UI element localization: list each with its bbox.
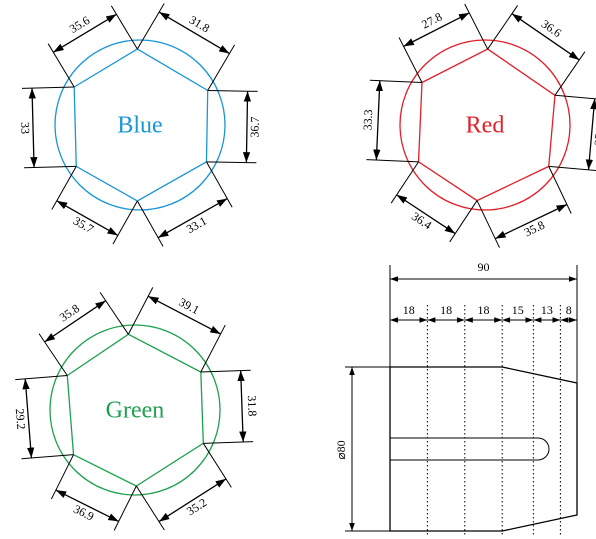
dimension-label: ⌀80 [334, 440, 348, 459]
extension-line [449, 200, 478, 243]
dimension-label: 18 [440, 303, 452, 317]
dimension-line [373, 80, 384, 161]
extension-line [47, 43, 75, 88]
extension-line [21, 86, 75, 89]
extension-line [15, 374, 68, 381]
figure-label: Green [106, 398, 165, 424]
extension-line [207, 44, 235, 91]
dimension-line [396, 194, 456, 235]
extension-line [554, 51, 586, 96]
dimension-label: 31.8 [187, 13, 212, 36]
dimension-label: 35.8 [57, 301, 82, 324]
dimension-line [52, 13, 117, 53]
extension-line [113, 485, 137, 531]
figure-label: Red [466, 113, 505, 139]
dimension-line [44, 300, 107, 343]
extension-line [136, 3, 165, 50]
dimension-label: 13 [541, 303, 553, 317]
dimension-line [511, 13, 580, 61]
dimension-label: 35.7 [71, 214, 96, 237]
dimension-label: 36.7 [248, 116, 262, 137]
extension-line [200, 324, 226, 373]
extension-line [24, 165, 77, 169]
dimension-label: 29.2 [13, 408, 29, 430]
extension-line [366, 159, 419, 163]
extension-line [99, 292, 129, 335]
extension-line [206, 161, 257, 164]
extension-line [206, 161, 233, 208]
extension-line [464, 3, 489, 50]
extension-line [207, 89, 258, 92]
figure-label: Blue [117, 113, 162, 139]
extension-line [487, 5, 519, 50]
dimension-label: 36.4 [409, 209, 434, 232]
extension-line [112, 200, 138, 245]
dimension-line [494, 203, 568, 240]
extension-line [202, 443, 232, 488]
extension-line [127, 287, 154, 335]
dimension-label: 35.2 [591, 124, 596, 146]
slot [390, 437, 550, 461]
extension-line [203, 441, 254, 444]
dimension-line [22, 378, 35, 459]
dimension-line [403, 12, 470, 47]
extension-line [50, 454, 74, 500]
dimension-line [237, 370, 247, 442]
dimension-line [55, 489, 119, 522]
dimension-label: 33 [18, 122, 32, 134]
dimension-label: 36.9 [71, 502, 96, 524]
extension-line [200, 369, 251, 373]
dimension-label: 35.2 [184, 495, 209, 518]
outer-circle [49, 324, 221, 496]
dimension-label: 35.6 [67, 13, 92, 36]
dimension-label: 33.3 [360, 109, 375, 131]
dimension-line [158, 478, 227, 523]
dimension-label: 39.1 [177, 295, 202, 317]
dimension-label: 15 [512, 303, 524, 317]
dimension-line [158, 11, 230, 55]
dimension-label: 90 [478, 260, 490, 274]
extension-line [38, 333, 68, 376]
dimension-line [585, 98, 596, 170]
dimension-line [28, 88, 38, 168]
extension-line [390, 161, 419, 204]
outer-circle [54, 39, 226, 211]
dimension-line [56, 200, 119, 236]
extension-line [548, 165, 596, 172]
extension-line [21, 454, 74, 460]
dimension-label: 31.8 [245, 395, 260, 416]
extension-line [398, 37, 423, 83]
dimension-label: 36.6 [539, 17, 564, 40]
dimension-label: 35.8 [522, 218, 547, 240]
dimension-label: 18 [478, 303, 490, 317]
dimension-label: 8 [566, 303, 572, 317]
dimension-label: 33.1 [184, 214, 209, 237]
outer-circle [399, 39, 571, 211]
dimension-line [147, 295, 221, 335]
extension-line [554, 94, 596, 100]
dimension-line [242, 91, 252, 163]
extension-line [51, 166, 77, 210]
extension-line [135, 485, 165, 531]
dimension-line [157, 198, 228, 239]
extension-line [110, 5, 138, 50]
extension-line [548, 166, 572, 214]
extension-line [476, 200, 500, 248]
extension-line [369, 79, 423, 84]
dimension-label: 18 [403, 303, 415, 317]
extension-line [136, 200, 164, 247]
